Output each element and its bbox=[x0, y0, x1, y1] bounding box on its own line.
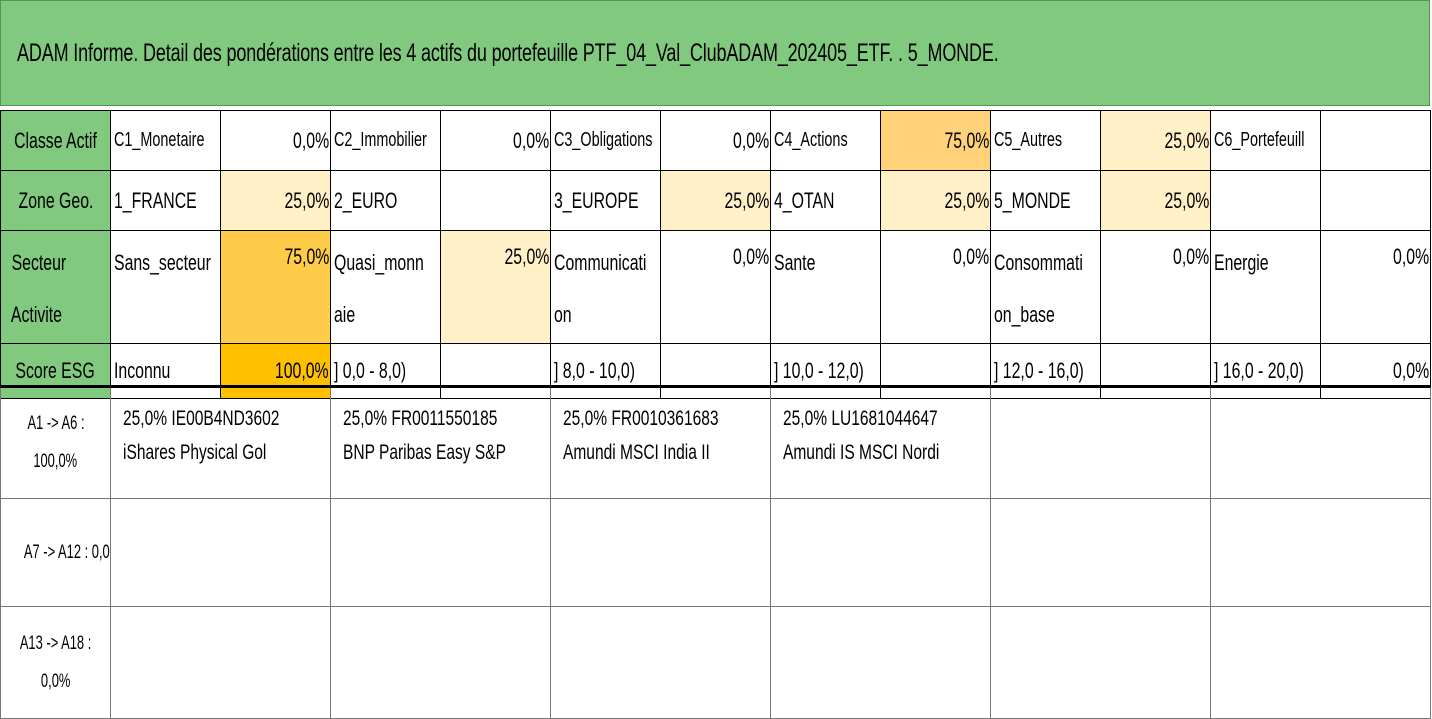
cell-secteur-name-4[interactable]: Sante bbox=[770, 230, 881, 344]
asset-group-row: A1 -> A6 : 100,0% 25,0% IE00B4ND3602 iSha… bbox=[0, 386, 1431, 499]
secteur-label-line1: Secteur bbox=[11, 250, 67, 275]
cell-classe-pct-5[interactable]: 25,0% bbox=[1100, 110, 1211, 171]
asset-fund-name: Amundi IS MSCI Nordi bbox=[783, 441, 940, 464]
zone-geo-label-cell[interactable]: Zone Geo. bbox=[0, 170, 111, 231]
secteur-activite-row: Secteur Activite Sans_secteur 75,0% Quas… bbox=[0, 230, 1431, 344]
cell-classe-name-1[interactable]: C1_Monetaire bbox=[110, 110, 221, 171]
cell-zone-pct-1[interactable]: 25,0% bbox=[220, 170, 331, 231]
asset-cell[interactable] bbox=[990, 606, 1211, 719]
cell-classe-name-3[interactable]: C3_Obligations bbox=[550, 110, 661, 171]
asset-cell[interactable] bbox=[1210, 606, 1431, 719]
cell-secteur-pct-4[interactable]: 0,0% bbox=[880, 230, 991, 344]
cell-secteur-pct-1[interactable]: 75,0% bbox=[220, 230, 331, 344]
zone-geo-row: Zone Geo. 1_FRANCE 25,0% 2_EURO 3_EUROPE… bbox=[0, 170, 1431, 231]
cell-secteur-name-2[interactable]: Quasi_monn aie bbox=[330, 230, 441, 344]
asset-cell[interactable]: 25,0% FR0010361683 Amundi MSCI India II bbox=[550, 386, 771, 499]
classe-actif-label-cell[interactable]: Classe Actif bbox=[0, 110, 111, 171]
secteur-label-cell[interactable]: Secteur Activite bbox=[0, 230, 111, 344]
cell-classe-name-4[interactable]: C4_Actions bbox=[770, 110, 881, 171]
asset-cell[interactable]: 25,0% FR0011550185 BNP Paribas Easy S&P bbox=[330, 386, 551, 499]
cell-secteur-name-6[interactable]: Energie bbox=[1210, 230, 1321, 344]
asset-cell[interactable] bbox=[770, 498, 991, 607]
asset-group-label-cell[interactable]: A13 -> A18 : 0,0% bbox=[0, 606, 111, 719]
asset-group-label-line1: A1 -> A6 : bbox=[26, 413, 85, 434]
cell-classe-pct-4[interactable]: 75,0% bbox=[880, 110, 991, 171]
cell-zone-name-4[interactable]: 4_OTAN bbox=[770, 170, 881, 231]
breakdown-table: Classe Actif C1_Monetaire 0,0% C2_Immobi… bbox=[0, 110, 1431, 399]
assets-table: A1 -> A6 : 100,0% 25,0% IE00B4ND3602 iSha… bbox=[0, 385, 1431, 719]
cell-zone-name-2[interactable]: 2_EURO bbox=[330, 170, 441, 231]
asset-weight-isin: 25,0% IE00B4ND3602 bbox=[123, 407, 280, 430]
cell-classe-pct-2[interactable]: 0,0% bbox=[440, 110, 551, 171]
asset-cell[interactable] bbox=[330, 606, 551, 719]
asset-cell[interactable] bbox=[1210, 498, 1431, 607]
cell-zone-name-1[interactable]: 1_FRANCE bbox=[110, 170, 221, 231]
cell-zone-pct-5[interactable]: 25,0% bbox=[1100, 170, 1211, 231]
asset-group-label-line1: A7 -> A12 : 0,0% bbox=[23, 541, 110, 563]
asset-group-label-line2: 0,0% bbox=[40, 670, 71, 692]
cell-secteur-pct-6[interactable]: 0,0% bbox=[1320, 230, 1431, 344]
classe-actif-label: Classe Actif bbox=[14, 127, 97, 153]
asset-weight-isin: 25,0% FR0011550185 bbox=[343, 407, 498, 430]
asset-cell[interactable] bbox=[550, 498, 771, 607]
cell-classe-name-5[interactable]: C5_Autres bbox=[990, 110, 1101, 171]
asset-cell[interactable] bbox=[110, 498, 331, 607]
cell-secteur-name-3[interactable]: Communicati on bbox=[550, 230, 661, 344]
score-esg-label: Score ESG bbox=[15, 358, 96, 383]
asset-group-row: A13 -> A18 : 0,0% bbox=[0, 606, 1431, 719]
asset-group-label-cell[interactable]: A7 -> A12 : 0,0% bbox=[0, 498, 111, 607]
asset-cell[interactable] bbox=[1210, 386, 1431, 499]
asset-group-row: A7 -> A12 : 0,0% bbox=[0, 498, 1431, 607]
cell-classe-pct-3[interactable]: 0,0% bbox=[660, 110, 771, 171]
asset-cell[interactable] bbox=[110, 606, 331, 719]
asset-fund-name: iShares Physical Gol bbox=[123, 441, 267, 464]
cell-classe-pct-1[interactable]: 0,0% bbox=[220, 110, 331, 171]
cell-classe-pct-6[interactable] bbox=[1320, 110, 1431, 171]
asset-group-label-line1: A13 -> A18 : bbox=[19, 632, 92, 654]
asset-fund-name: BNP Paribas Easy S&P bbox=[343, 441, 506, 464]
asset-group-label-line2: 100,0% bbox=[33, 451, 78, 472]
cell-zone-pct-3[interactable]: 25,0% bbox=[660, 170, 771, 231]
asset-cell[interactable] bbox=[990, 498, 1211, 607]
cell-secteur-pct-3[interactable]: 0,0% bbox=[660, 230, 771, 344]
asset-cell[interactable] bbox=[550, 606, 771, 719]
cell-zone-name-3[interactable]: 3_EUROPE bbox=[550, 170, 661, 231]
cell-secteur-name-1[interactable]: Sans_secteur bbox=[110, 230, 221, 344]
asset-cell[interactable] bbox=[770, 606, 991, 719]
asset-cell[interactable] bbox=[990, 386, 1211, 499]
asset-weight-isin: 25,0% FR0010361683 bbox=[563, 407, 719, 430]
cell-classe-name-2[interactable]: C2_Immobilier bbox=[330, 110, 441, 171]
classe-actif-row: Classe Actif C1_Monetaire 0,0% C2_Immobi… bbox=[0, 110, 1431, 171]
cell-zone-pct-2[interactable] bbox=[440, 170, 551, 231]
cell-secteur-pct-2[interactable]: 25,0% bbox=[440, 230, 551, 344]
cell-zone-name-5[interactable]: 5_MONDE bbox=[990, 170, 1101, 231]
asset-weight-isin: 25,0% LU1681044647 bbox=[783, 407, 938, 430]
secteur-label-line2: Activite bbox=[10, 302, 62, 327]
cell-zone-pct-6[interactable] bbox=[1320, 170, 1431, 231]
cell-secteur-pct-5[interactable]: 0,0% bbox=[1100, 230, 1211, 344]
page-title: ADAM Informe. Detail des pondérations en… bbox=[17, 38, 999, 67]
asset-group-label-cell[interactable]: A1 -> A6 : 100,0% bbox=[0, 386, 111, 499]
asset-cell[interactable]: 25,0% IE00B4ND3602 iShares Physical Gol bbox=[110, 386, 331, 499]
cell-zone-pct-4[interactable]: 25,0% bbox=[880, 170, 991, 231]
zone-geo-label: Zone Geo. bbox=[18, 187, 93, 213]
asset-fund-name: Amundi MSCI India II bbox=[563, 441, 710, 464]
title-bar: ADAM Informe. Detail des pondérations en… bbox=[0, 0, 1430, 106]
cell-zone-name-6[interactable] bbox=[1210, 170, 1321, 231]
cell-secteur-name-5[interactable]: Consommati on_base bbox=[990, 230, 1101, 344]
asset-cell[interactable]: 25,0% LU1681044647 Amundi IS MSCI Nordi bbox=[770, 386, 991, 499]
cell-classe-name-6[interactable]: C6_Portefeuill bbox=[1210, 110, 1321, 171]
asset-cell[interactable] bbox=[330, 498, 551, 607]
